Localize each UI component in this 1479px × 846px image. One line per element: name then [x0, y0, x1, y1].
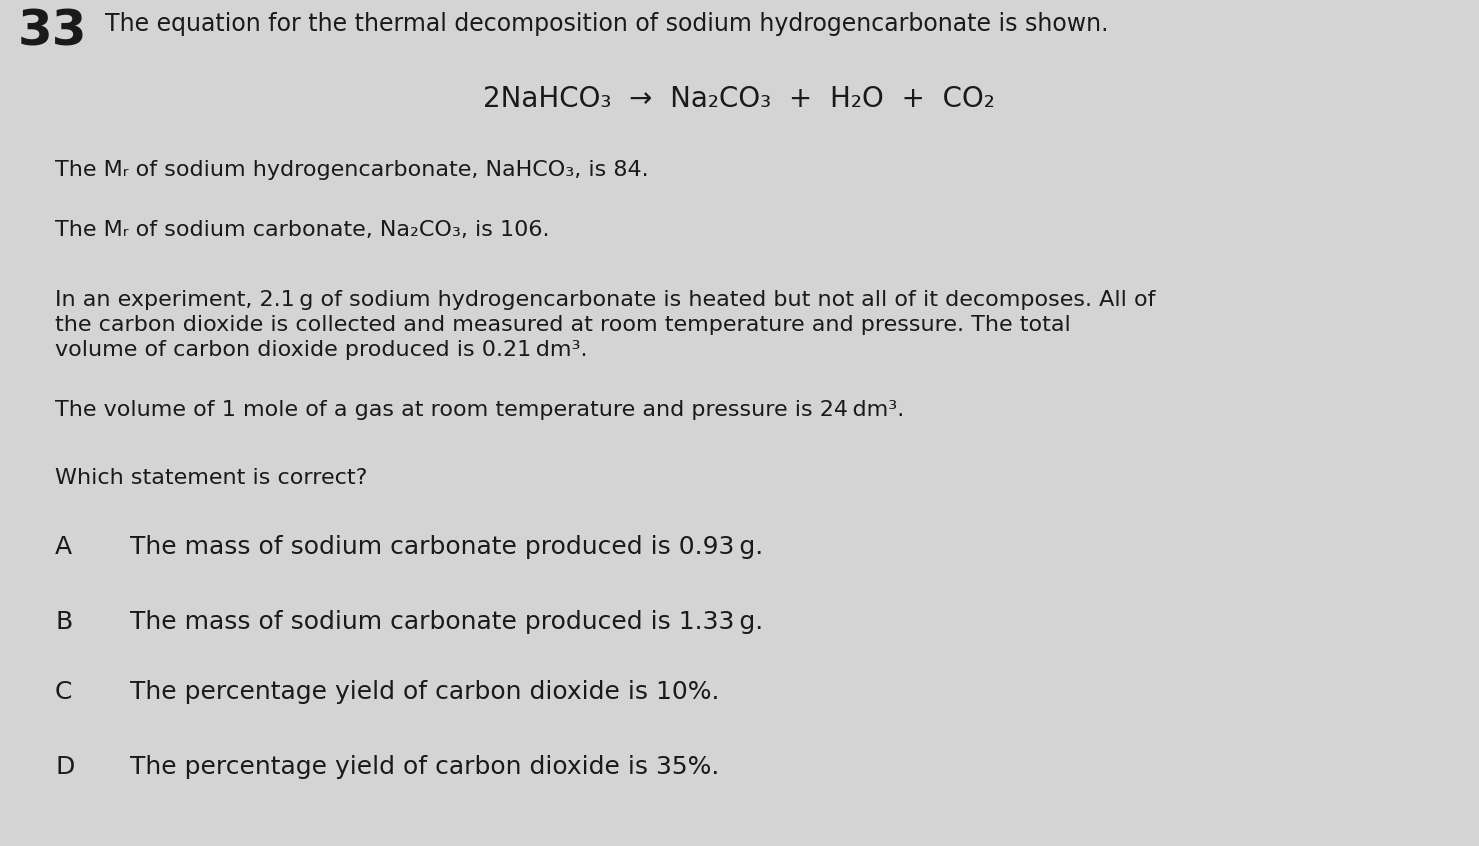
Text: A: A: [55, 535, 72, 559]
Text: The volume of 1 mole of a gas at room temperature and pressure is 24 dm³.: The volume of 1 mole of a gas at room te…: [55, 400, 904, 420]
Text: The Mᵣ of sodium carbonate, Na₂CO₃, is 106.: The Mᵣ of sodium carbonate, Na₂CO₃, is 1…: [55, 220, 550, 240]
Text: volume of carbon dioxide produced is 0.21 dm³.: volume of carbon dioxide produced is 0.2…: [55, 340, 587, 360]
Text: B: B: [55, 610, 72, 634]
Text: 2NaHCO₃  →  Na₂CO₃  +  H₂O  +  CO₂: 2NaHCO₃ → Na₂CO₃ + H₂O + CO₂: [484, 85, 995, 113]
Text: The equation for the thermal decomposition of sodium hydrogencarbonate is shown.: The equation for the thermal decompositi…: [105, 12, 1108, 36]
Text: The percentage yield of carbon dioxide is 35%.: The percentage yield of carbon dioxide i…: [130, 755, 719, 779]
Text: C: C: [55, 680, 72, 704]
Text: Which statement is correct?: Which statement is correct?: [55, 468, 367, 488]
Text: the carbon dioxide is collected and measured at room temperature and pressure. T: the carbon dioxide is collected and meas…: [55, 315, 1071, 335]
Text: 33: 33: [18, 8, 87, 56]
Text: The mass of sodium carbonate produced is 0.93 g.: The mass of sodium carbonate produced is…: [130, 535, 763, 559]
Text: D: D: [55, 755, 74, 779]
Text: The Mᵣ of sodium hydrogencarbonate, NaHCO₃, is 84.: The Mᵣ of sodium hydrogencarbonate, NaHC…: [55, 160, 649, 180]
Text: In an experiment, 2.1 g of sodium hydrogencarbonate is heated but not all of it : In an experiment, 2.1 g of sodium hydrog…: [55, 290, 1155, 310]
Text: The percentage yield of carbon dioxide is 10%.: The percentage yield of carbon dioxide i…: [130, 680, 719, 704]
Text: The mass of sodium carbonate produced is 1.33 g.: The mass of sodium carbonate produced is…: [130, 610, 763, 634]
